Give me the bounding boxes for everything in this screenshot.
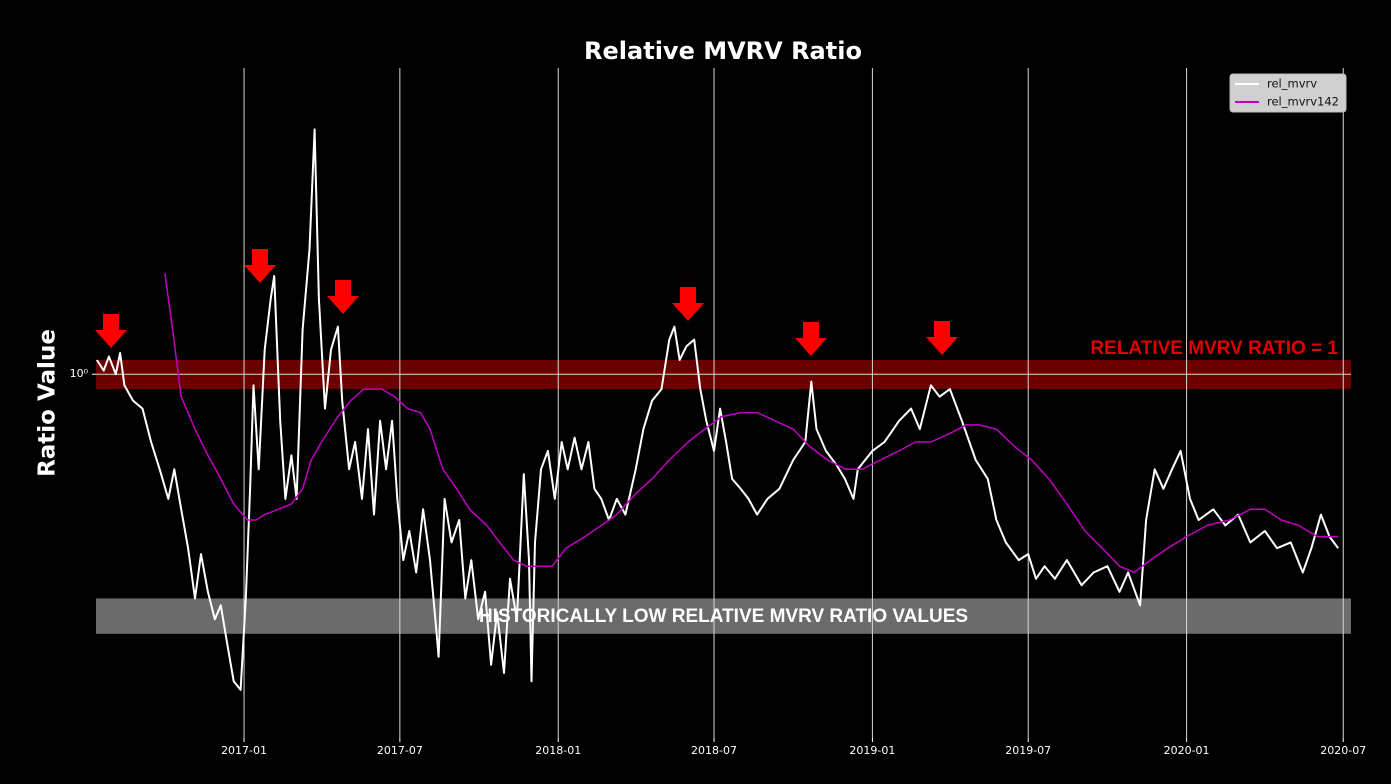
- x-tick-label: 2017-01: [221, 744, 267, 757]
- arrow: [795, 322, 827, 356]
- arrow: [244, 249, 276, 283]
- grid: [92, 68, 1351, 742]
- x-tick-label: 2018-01: [535, 744, 581, 757]
- legend-label: rel_mvrv142: [1267, 95, 1339, 109]
- lines: [96, 128, 1339, 691]
- arrow: [672, 287, 704, 321]
- x-tick-label: 2019-01: [849, 744, 895, 757]
- chart-title: Relative MVRV Ratio: [584, 37, 862, 65]
- band-label: RELATIVE MVRV RATIO = 1: [1090, 338, 1338, 359]
- x-tick-label: 2020-07: [1320, 744, 1366, 757]
- x-tick-label: 2018-07: [691, 744, 737, 757]
- x-tick-label: 2020-01: [1164, 744, 1210, 757]
- arrow: [95, 314, 127, 348]
- y-axis-label: Ratio Value: [35, 329, 61, 477]
- labels: RELATIVE MVRV RATIO = 1 HISTORICALLY LOW …: [70, 338, 1367, 757]
- line: [164, 273, 1339, 574]
- x-tick-label: 2019-07: [1005, 744, 1051, 757]
- arrow: [926, 321, 958, 355]
- band-label: HISTORICALLY LOW RELATIVE MVRV RATIO VAL…: [479, 606, 968, 627]
- y-tick-label: 10⁰: [70, 367, 89, 380]
- legend: rel_mvrv rel_mvrv142: [1229, 73, 1347, 113]
- line: [96, 128, 1339, 691]
- arrows: [95, 249, 958, 356]
- legend-label: rel_mvrv: [1267, 77, 1317, 91]
- arrow: [327, 280, 359, 314]
- x-tick-label: 2017-07: [377, 744, 423, 757]
- band: [96, 598, 1351, 634]
